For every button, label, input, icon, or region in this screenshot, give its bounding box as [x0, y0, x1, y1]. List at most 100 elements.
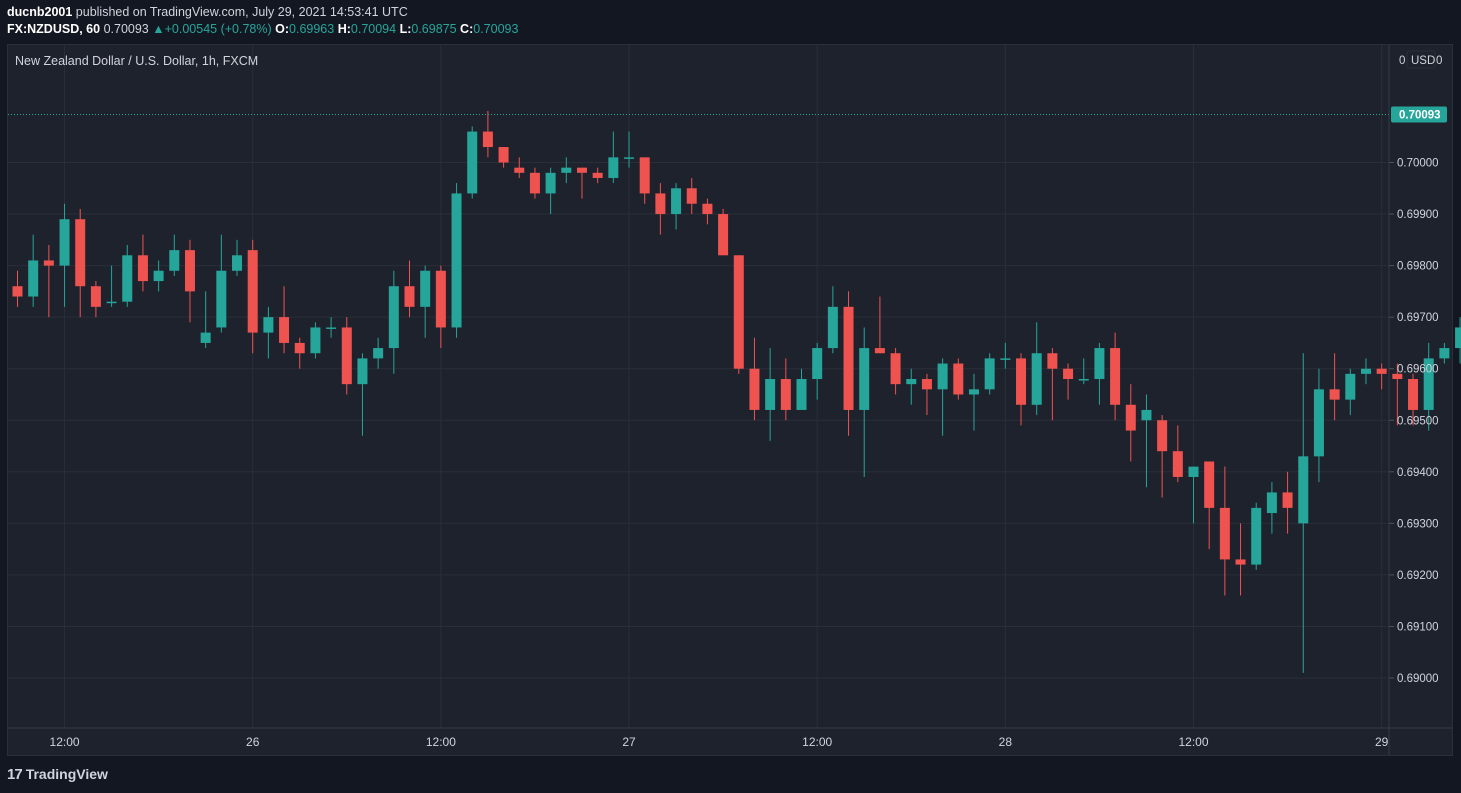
candle — [1298, 353, 1309, 673]
brand-name: TradingView — [25, 766, 108, 782]
high-value: 0.70094 — [350, 22, 397, 36]
candle-body — [1110, 348, 1121, 405]
candle-body — [796, 379, 807, 410]
candle — [921, 373, 932, 416]
candle-body — [1408, 379, 1419, 410]
candle-body — [1235, 559, 1246, 565]
candle-body — [1172, 451, 1183, 477]
candle — [671, 183, 682, 230]
candle — [1188, 466, 1199, 524]
candle-body — [388, 286, 399, 349]
candle-body — [1376, 368, 1387, 374]
y-tick-label: 0.69300 — [1397, 518, 1439, 530]
candle-body — [1298, 456, 1309, 524]
y-tick-label: 0.69600 — [1397, 364, 1439, 376]
x-tick-label: 29 — [1375, 735, 1389, 749]
candle-body — [906, 379, 917, 385]
candlestick-chart[interactable]: 0.69000 0.69100 0.69200 0.69300 0.69400 0.695… — [0, 0, 1461, 760]
candle-body — [1219, 507, 1230, 560]
change-value: +0.00545 (+0.78%) — [164, 22, 272, 36]
candle-body — [1455, 327, 1461, 349]
candle — [216, 234, 227, 333]
candle-body — [953, 363, 964, 395]
price-axis[interactable]: 0.69000 0.69100 0.69200 0.69300 0.69400 0.695… — [1388, 45, 1447, 755]
candle — [1329, 353, 1340, 421]
candle — [655, 183, 666, 235]
candle-body — [310, 327, 321, 354]
candle-body — [984, 358, 995, 390]
candle — [984, 353, 995, 395]
candle — [232, 239, 243, 276]
candle-body — [467, 131, 478, 194]
candle-body — [1282, 492, 1293, 508]
low-value: 0.69875 — [411, 22, 457, 36]
candle — [702, 198, 713, 225]
y-tick-label: 0.70000 — [1397, 158, 1439, 170]
candle — [953, 358, 964, 400]
candle-body — [43, 260, 54, 266]
candle — [137, 234, 148, 292]
candle-body — [843, 306, 854, 410]
candle — [780, 358, 791, 421]
candle-body — [153, 270, 164, 282]
candle-body — [435, 270, 446, 328]
candle-body — [1251, 507, 1262, 565]
candle — [1172, 425, 1183, 483]
candles — [8, 110, 1461, 673]
candle — [294, 337, 305, 369]
candle — [1360, 358, 1371, 385]
candle-body — [529, 172, 540, 194]
change-arrow-icon: ▲ — [152, 22, 165, 36]
close-label: C: — [460, 22, 474, 36]
candle — [247, 239, 258, 354]
candle — [592, 167, 603, 184]
candle-body — [169, 250, 180, 271]
candle-body — [1125, 404, 1136, 431]
currency-badge[interactable] — [1406, 50, 1436, 69]
candle — [843, 291, 854, 436]
y-tick-label: 0.69100 — [1397, 621, 1439, 633]
publisher-line: ducnb2001 published on TradingView.com, … — [7, 5, 408, 19]
last-price: 0.70093 — [103, 22, 149, 36]
candle-body — [545, 172, 556, 194]
tradingview-footer[interactable]: 17 TradingView — [7, 766, 108, 783]
candle — [733, 255, 744, 374]
candle-body — [859, 348, 870, 410]
candle-body — [1392, 373, 1403, 380]
candle — [153, 260, 164, 292]
candle — [937, 358, 948, 436]
candle — [796, 368, 807, 410]
candle-body — [420, 270, 431, 307]
candle-body — [1329, 389, 1340, 400]
candle — [765, 348, 776, 441]
candle — [1392, 363, 1403, 426]
candle-body — [1094, 348, 1105, 380]
candle-body — [106, 301, 117, 304]
candle-body — [624, 157, 635, 159]
candle — [1439, 342, 1450, 364]
candle — [529, 167, 540, 199]
candle — [435, 265, 446, 349]
candle-body — [1157, 420, 1168, 452]
candle — [12, 270, 23, 307]
publisher-name[interactable]: ducnb2001 — [7, 5, 73, 19]
candle — [1141, 394, 1152, 488]
candle — [1313, 368, 1324, 483]
candle-body — [765, 379, 776, 410]
candle — [1266, 482, 1277, 534]
candle — [122, 244, 133, 307]
candle — [1047, 348, 1058, 421]
candle — [200, 291, 211, 349]
candle-body — [28, 260, 39, 297]
candle — [326, 317, 337, 338]
candle — [545, 167, 556, 215]
candle — [1031, 322, 1042, 416]
candle — [749, 337, 760, 421]
candle — [310, 322, 321, 359]
candle — [576, 167, 587, 199]
candle-body — [702, 203, 713, 215]
symbol-ohlc-line: FX:NZDUSD, 60 0.70093 ▲+0.00545 (+0.78%)… — [7, 22, 518, 36]
candle-body — [968, 389, 979, 395]
candle-body — [1439, 348, 1450, 359]
